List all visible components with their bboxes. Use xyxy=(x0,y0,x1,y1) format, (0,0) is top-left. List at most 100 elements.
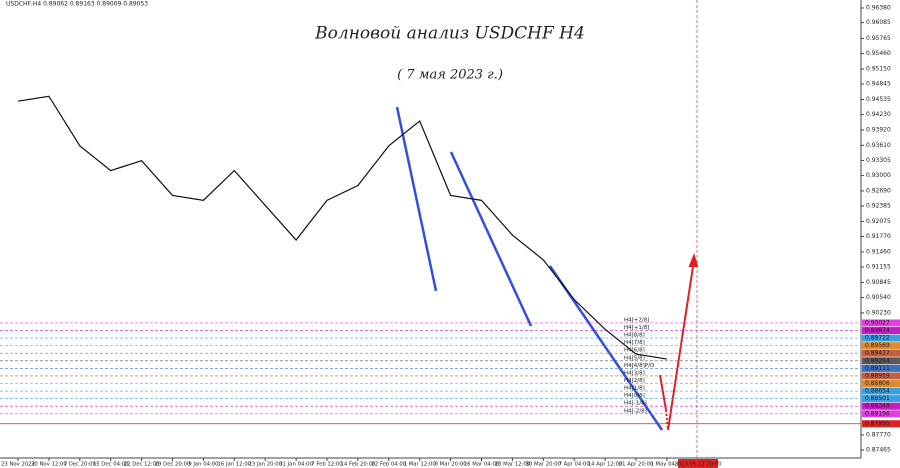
level-label: H4[1/8] xyxy=(624,386,645,392)
x-tick-label: 7 Apr 04:00 xyxy=(559,462,591,468)
level-label: H4[7/8] xyxy=(624,340,645,346)
level-value: 0.89722 xyxy=(865,335,890,342)
x-tick-label: 30 Mar 20:00 xyxy=(526,462,562,468)
level-value: 0.89111 xyxy=(865,365,890,372)
y-tick-label: 0.93000 xyxy=(866,172,891,179)
level-box xyxy=(862,402,900,410)
level-value: 0.89874 xyxy=(865,327,890,334)
level-box xyxy=(862,395,900,403)
x-tick-label: 31 Jan 04:00 xyxy=(279,462,313,468)
wave xyxy=(449,151,533,327)
level-label: H4[6/8] xyxy=(624,348,645,354)
level-box xyxy=(862,387,900,395)
level-box xyxy=(862,357,900,365)
x-tick-label: 22 Dec 12:00 xyxy=(124,462,160,468)
level-label: H4[5/8] xyxy=(624,355,645,361)
level-value: 0.89264 xyxy=(865,357,890,364)
level-box xyxy=(862,327,900,335)
y-tick-label: 0.95460 xyxy=(866,50,891,57)
x-tick-label: 1 Mar 12:00 xyxy=(404,462,437,468)
x-tick-label: 23 Mar 12:00 xyxy=(495,462,531,468)
x-tick-label: 7 Dec 20:00 xyxy=(64,462,97,468)
level-box xyxy=(862,372,900,380)
x-tick-label: 23 Jan 20:00 xyxy=(248,462,282,468)
level-label: H4[+2/8] xyxy=(624,317,649,323)
forecast-arrow xyxy=(659,374,667,411)
x-tick-label: 14 Feb 20:00 xyxy=(341,462,376,468)
level-box xyxy=(862,380,900,388)
level-value: 0.89417 xyxy=(865,350,890,357)
header: USDCHF,H4 0.89062 0.89163 0.89009 0.8905… xyxy=(6,1,148,8)
future-label: 2023.05.12 20:00 xyxy=(674,462,722,468)
y-tick-label: 0.93305 xyxy=(866,157,891,164)
level-box xyxy=(862,364,900,372)
level-box xyxy=(862,410,900,418)
level-label: H4[3/8] xyxy=(624,370,645,376)
chart-subtitle: ( 7 мая 2023 г.) xyxy=(397,68,503,83)
x-tick-label: 15 Dec 04:00 xyxy=(93,462,129,468)
y-tick-label: 0.87770 xyxy=(866,431,891,438)
y-tick-label: 0.90540 xyxy=(866,294,891,301)
level-box xyxy=(862,342,900,350)
y-tick-label: 0.96085 xyxy=(866,19,891,26)
level-label: H4[8/8] xyxy=(624,333,645,339)
y-tick-label: 0.94535 xyxy=(866,96,891,103)
x-tick-label: 29 Dec 20:00 xyxy=(155,462,191,468)
wave xyxy=(395,106,438,292)
x-tick-label: 14 Apr 12:00 xyxy=(588,462,623,468)
y-tick-label: 0.87465 xyxy=(866,447,891,454)
x-tick-label: 16 Jan 12:00 xyxy=(218,462,252,468)
x-tick-label: 9 Jan 04:00 xyxy=(188,462,219,468)
current-box xyxy=(862,420,900,428)
x-tick-label: 30 Nov 12:00 xyxy=(31,462,67,468)
level-value: 0.88959 xyxy=(865,372,890,379)
y-tick-label: 0.94230 xyxy=(866,111,891,118)
level-value: 0.88196 xyxy=(865,410,890,417)
y-tick-label: 0.93920 xyxy=(866,126,891,133)
level-value: 0.90027 xyxy=(865,319,890,326)
current-value: 0.87995 xyxy=(865,420,890,427)
x-tick-label: 21 Apr 20:00 xyxy=(619,462,654,468)
level-box xyxy=(862,319,900,327)
level-label: H4[-2/8] xyxy=(624,408,647,414)
x-tick-label: 1 May 04:00 xyxy=(650,462,684,468)
y-tick-label: 0.92075 xyxy=(866,218,891,225)
chart-title: Волновой анализ USDCHF H4 xyxy=(314,24,585,44)
level-value: 0.88654 xyxy=(865,388,890,395)
forecast xyxy=(659,252,699,431)
y-tick-label: 0.93610 xyxy=(866,142,891,149)
y-tick-label: 0.91155 xyxy=(866,264,891,271)
level-box xyxy=(862,334,900,342)
y-tick-label: 0.91770 xyxy=(866,233,891,240)
y-tick-label: 0.90845 xyxy=(866,279,891,286)
x-tick-label: 8 Mar 20:00 xyxy=(435,462,468,468)
y-tick-label: 0.91460 xyxy=(866,248,891,255)
x-tick-label: 7 Feb 12:00 xyxy=(311,462,343,468)
y-tick-label: 0.95765 xyxy=(866,35,891,42)
level-value: 0.88806 xyxy=(865,380,890,387)
y-tick-label: 0.94845 xyxy=(866,81,891,88)
x-tick-label: 23 Nov 2022 xyxy=(1,462,35,468)
y-tick-label: 0.92385 xyxy=(866,203,891,210)
level-value: 0.88348 xyxy=(865,403,890,410)
future-box xyxy=(678,459,718,468)
price-line xyxy=(17,95,667,360)
level-label: H4[-1/8] xyxy=(624,401,647,407)
arrow-head xyxy=(688,252,699,267)
forecast-arrow xyxy=(667,259,695,431)
x-tick-label: 16 Mar 04:00 xyxy=(464,462,500,468)
y-tick-label: 0.90230 xyxy=(866,309,891,316)
level-label: H4[4/8]P/O xyxy=(624,363,655,369)
level-label: H4[+1/8] xyxy=(624,325,649,331)
y-tick-label: 0.95150 xyxy=(866,65,891,72)
level-value: 0.89569 xyxy=(865,342,890,349)
level-label: H4[2/8] xyxy=(624,378,645,384)
x-tick-label: 22 Feb 04:00 xyxy=(371,462,406,468)
level-value: 0.88501 xyxy=(865,395,890,402)
y-tick-label: 0.96380 xyxy=(866,4,891,11)
y-tick-label: 0.92690 xyxy=(866,187,891,194)
level-label: H4[0/8] xyxy=(624,393,645,399)
level-box xyxy=(862,349,900,357)
